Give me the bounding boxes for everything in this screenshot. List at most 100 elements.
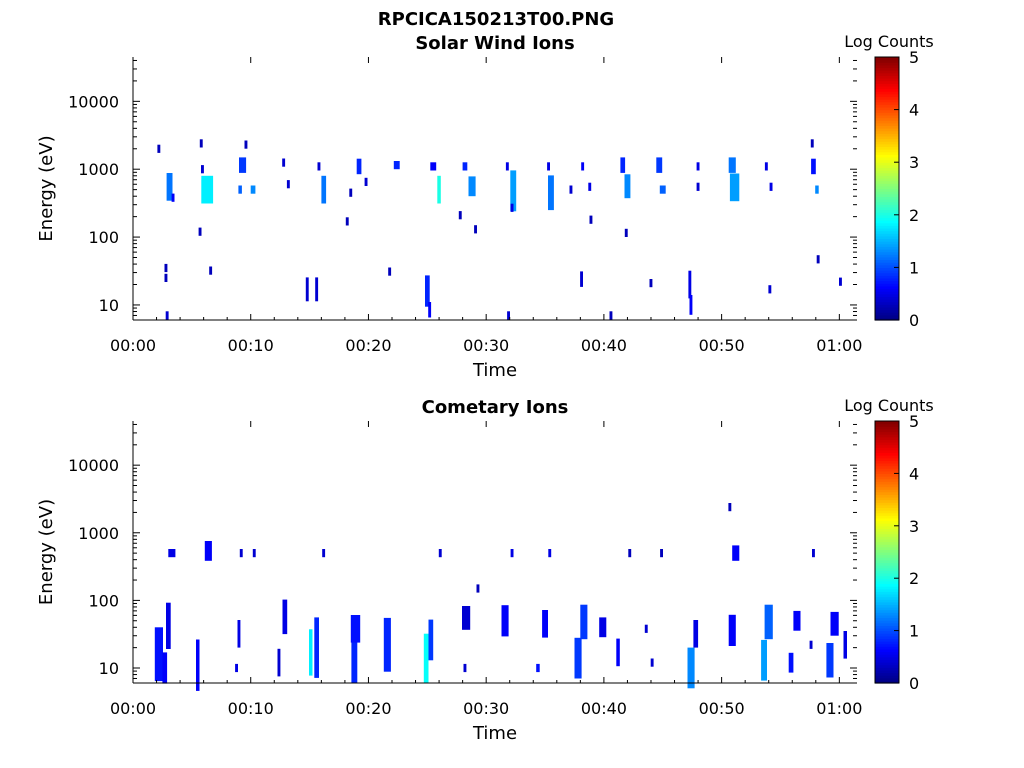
heatmap-cell: [165, 311, 169, 320]
colorbar-segment: [875, 431, 899, 435]
colorbar-segment: [875, 627, 899, 632]
colorbar-segment: [875, 75, 899, 79]
colorbar-segment: [875, 312, 899, 316]
heatmap-cell: [536, 663, 540, 673]
colorbar-segment: [875, 241, 899, 245]
colorbar-segment: [875, 309, 899, 313]
panel-2: 00:00 00:10 00:20 00:30 00:40 00:50 01:0010100…: [36, 396, 934, 744]
colorbar-segment: [875, 80, 899, 84]
colorbar-segment: [875, 452, 899, 456]
colorbar-segment: [875, 72, 899, 77]
heatmap-cell: [351, 633, 358, 683]
colorbar-segment: [875, 188, 899, 192]
colorbar-segment: [875, 83, 899, 87]
colorbar-segment: [875, 141, 899, 145]
colorbar-segment: [875, 507, 899, 511]
colorbar-segment: [875, 254, 899, 258]
heatmap-cell: [468, 176, 476, 197]
colorbar-segment: [875, 426, 899, 430]
colorbar-segment: [875, 512, 899, 516]
heatmap-cell: [569, 185, 573, 194]
x-tick-label: 00:50: [699, 699, 745, 718]
colorbar-segment: [875, 538, 899, 543]
heatmap-cell: [769, 182, 773, 191]
colorbar-segment: [875, 604, 899, 608]
heatmap-cell: [154, 627, 163, 682]
colorbar-segment: [875, 638, 899, 642]
colorbar-segment: [875, 167, 899, 171]
heatmap-cell: [238, 185, 242, 194]
colorbar-segment: [875, 421, 899, 425]
heatmap-cell: [510, 203, 514, 212]
colorbar-segment: [875, 104, 899, 108]
x-axis-label: Time: [472, 723, 517, 744]
heatmap-cell: [728, 157, 736, 173]
heatmap-cell: [463, 663, 467, 673]
heatmap-cell: [250, 185, 256, 194]
colorbar-segment: [875, 149, 899, 153]
colorbar-segment: [875, 593, 899, 598]
colorbar-segment: [875, 233, 899, 237]
colorbar-segment: [875, 680, 899, 684]
heatmap-cell: [321, 175, 327, 204]
colorbar-segment: [875, 275, 899, 279]
colorbar-segment: [875, 193, 899, 197]
colorbar-tick-label: 4: [909, 464, 919, 483]
heatmap-cell: [476, 584, 480, 593]
heatmap-cell: [599, 617, 607, 638]
heatmap-cell: [687, 647, 695, 689]
panels-group: 00:00 00:10 00:20 00:30 00:40 00:50 01:0010100…: [36, 32, 934, 744]
colorbar-segment: [875, 504, 899, 509]
heatmap-cell: [428, 302, 432, 318]
colorbar-segment: [875, 572, 899, 577]
colorbar-segment: [875, 436, 899, 440]
heatmap-cell: [761, 639, 767, 681]
colorbar-segment: [875, 277, 899, 282]
colorbar-segment: [875, 317, 899, 321]
colorbar-segment: [875, 146, 899, 150]
colorbar-segment: [875, 264, 899, 268]
colorbar-segment: [875, 567, 899, 571]
y-axis-label: Energy (eV): [36, 135, 57, 241]
colorbar-tick-label: 4: [909, 101, 919, 120]
colorbar-segment: [875, 91, 899, 95]
colorbar-segment: [875, 481, 899, 485]
colorbar-segment: [875, 654, 899, 658]
colorbar-segment: [875, 583, 899, 587]
colorbar-segment: [875, 533, 899, 537]
heatmap-cell: [166, 173, 173, 201]
colorbar-segment: [875, 470, 899, 474]
colorbar-segment: [875, 238, 899, 242]
x-axis-label: Time: [472, 360, 517, 381]
colorbar-segment: [875, 154, 899, 158]
heatmap-cell: [425, 275, 430, 307]
heatmap-cell: [574, 637, 582, 679]
heatmap-cell: [768, 285, 772, 294]
colorbar-segment: [875, 549, 899, 553]
colorbar-segment: [875, 135, 899, 140]
colorbar-segment: [875, 609, 899, 613]
colorbar-segment: [875, 675, 899, 679]
heatmap-cell: [689, 295, 693, 315]
colorbar-segment: [875, 96, 899, 100]
colorbar-segment: [875, 664, 899, 668]
colorbar-frame: [874, 56, 900, 321]
colorbar-segment: [875, 580, 899, 585]
y-tick-label: 10000: [68, 92, 119, 111]
heatmap-cell: [168, 549, 176, 558]
heatmap-cell: [507, 311, 510, 320]
colorbar-segment: [875, 633, 899, 637]
colorbar-segment: [875, 99, 899, 103]
heatmap-cell: [810, 139, 814, 148]
colorbar-segment: [875, 217, 899, 221]
colorbar-segment: [875, 62, 899, 66]
colorbar-segment: [875, 499, 899, 503]
heatmap-cell: [656, 157, 663, 173]
colorbar-segment: [875, 246, 899, 250]
colorbar-segment: [875, 206, 899, 211]
heatmap-cell: [548, 549, 552, 558]
heatmap-cell: [809, 640, 813, 649]
heatmap-cell: [764, 604, 773, 640]
heatmap-cell: [388, 267, 392, 276]
colorbar-segment: [875, 457, 899, 461]
